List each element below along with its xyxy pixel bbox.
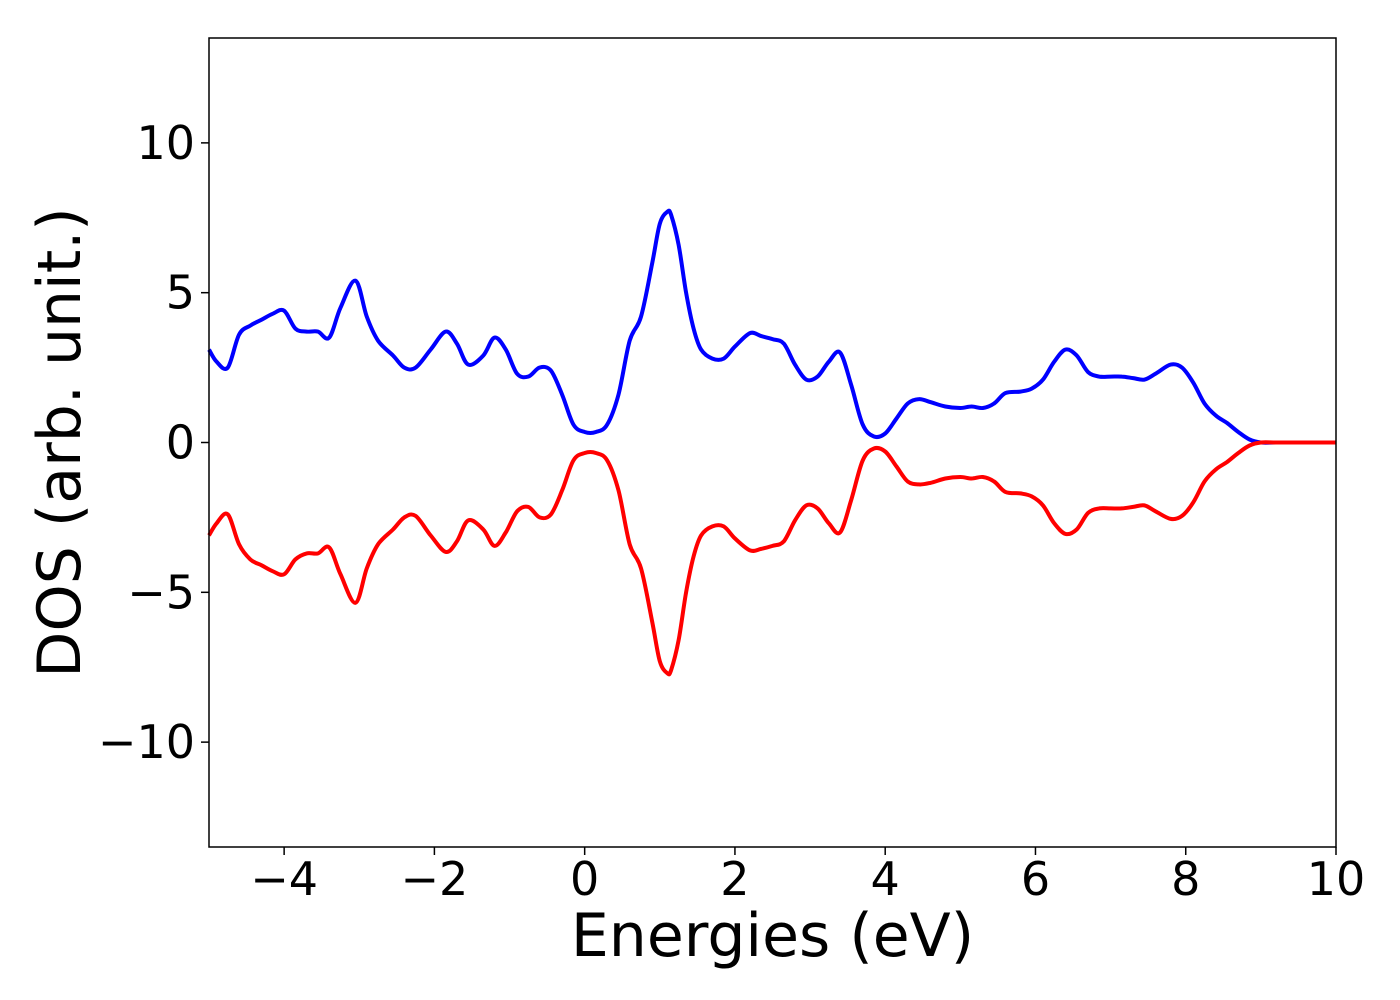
x-tick-label: −2: [400, 852, 468, 906]
y-axis-label: DOS (arb. unit.): [25, 207, 95, 677]
y-tick-label: 0: [166, 416, 195, 470]
plot-frame: [208, 37, 1337, 848]
series-line-1: [207, 208, 1336, 445]
x-tick-label: 0: [570, 852, 599, 906]
x-tick-label: 10: [1307, 852, 1366, 906]
series-line-2: [207, 440, 1336, 677]
y-tick-label: −5: [127, 565, 195, 619]
x-tick-label: 4: [871, 852, 900, 906]
y-tick-label: 10: [136, 116, 195, 170]
y-tick-label: 5: [166, 266, 195, 320]
x-axis: −4 −2 0 2 4 6 8 10: [250, 847, 1365, 906]
y-axis: −10 −5 0 5 10: [98, 116, 209, 769]
x-tick-label: 2: [720, 852, 749, 906]
series-layer: [207, 208, 1336, 677]
y-tick-label: −10: [98, 715, 195, 769]
x-tick-label: 8: [1171, 852, 1200, 906]
x-axis-label: Energies (eV): [571, 901, 974, 971]
x-tick-label: 6: [1021, 852, 1050, 906]
x-tick-label: −4: [250, 852, 318, 906]
